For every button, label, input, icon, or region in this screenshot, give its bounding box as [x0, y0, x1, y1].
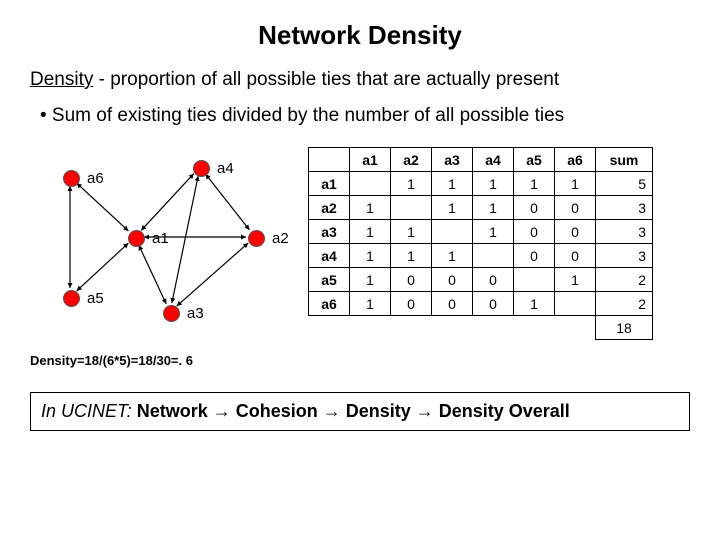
matrix-header: a4	[473, 148, 514, 172]
matrix-row-header: a6	[309, 292, 350, 316]
matrix-cell: 1	[391, 220, 432, 244]
matrix-cell	[514, 268, 555, 292]
matrix-cell: 0	[555, 220, 596, 244]
matrix-row-header: a1	[309, 172, 350, 196]
matrix-cell: 0	[432, 292, 473, 316]
adjacency-matrix: a1a2a3a4a5a6suma1111115a2111003a3111003a…	[308, 147, 653, 340]
matrix-cell: 1	[391, 244, 432, 268]
network-graph: a6 a4 a1 a2 a5 a3	[30, 147, 290, 347]
node-label-a2: a2	[272, 230, 289, 247]
matrix-header	[309, 148, 350, 172]
matrix-cell	[432, 220, 473, 244]
matrix-cell: 1	[555, 172, 596, 196]
node-a2	[248, 230, 265, 247]
matrix-cell	[391, 196, 432, 220]
node-a4	[193, 160, 210, 177]
node-label-a3: a3	[187, 305, 204, 322]
matrix-cell: 1	[350, 220, 391, 244]
matrix-cell: 0	[473, 292, 514, 316]
node-label-a5: a5	[87, 290, 104, 307]
matrix-cell: 1	[350, 244, 391, 268]
matrix-cell: 1	[432, 244, 473, 268]
node-a3	[163, 305, 180, 322]
matrix-cell: 1	[350, 268, 391, 292]
matrix-row-header: a2	[309, 196, 350, 220]
definition-term: Density	[30, 69, 93, 90]
node-a1	[128, 230, 145, 247]
graph-column: a6 a4 a1 a2 a5 a3 Density=18/(6*5)=18/30=. 6	[30, 147, 290, 368]
matrix-cell: 0	[514, 196, 555, 220]
matrix-row-header: a4	[309, 244, 350, 268]
matrix-cell	[555, 292, 596, 316]
matrix-cell: 1	[473, 196, 514, 220]
matrix-cell: 3	[596, 196, 653, 220]
matrix-row-header: a3	[309, 220, 350, 244]
matrix-header: a3	[432, 148, 473, 172]
ucinet-box: In UCINET: Network → Cohesion → Density …	[30, 392, 690, 431]
matrix-row-header: a5	[309, 268, 350, 292]
matrix-cell	[350, 172, 391, 196]
matrix-cell: 1	[391, 172, 432, 196]
matrix-cell: 2	[596, 268, 653, 292]
matrix-header: a1	[350, 148, 391, 172]
ucinet-path: Network → Cohesion → Density → Density O…	[137, 401, 570, 421]
matrix-cell: 5	[596, 172, 653, 196]
density-formula: Density=18/(6*5)=18/30=. 6	[30, 353, 290, 368]
content-row: a6a4a1a2a5a3 Density=18/(6*5)=18/30=. 6 …	[30, 147, 690, 368]
matrix-cell: 1	[473, 220, 514, 244]
matrix-cell: 0	[514, 220, 555, 244]
matrix-cell: 0	[473, 268, 514, 292]
matrix-cell: 0	[555, 244, 596, 268]
page-title: Network Density	[30, 20, 690, 51]
matrix-cell: 1	[473, 172, 514, 196]
matrix-cell: 1	[350, 196, 391, 220]
matrix-cell: 0	[391, 292, 432, 316]
definition-rest: - proportion of all possible ties that a…	[93, 69, 559, 90]
node-label-a1: a1	[152, 230, 169, 247]
matrix-cell: 1	[514, 172, 555, 196]
matrix-cell: 1	[432, 172, 473, 196]
matrix-cell: 0	[555, 196, 596, 220]
matrix-cell: 0	[391, 268, 432, 292]
matrix-cell: 1	[555, 268, 596, 292]
matrix-cell: 1	[350, 292, 391, 316]
node-label-a4: a4	[217, 160, 234, 177]
matrix-header: sum	[596, 148, 653, 172]
bullet-line: • Sum of existing ties divided by the nu…	[30, 105, 690, 127]
node-a5	[63, 290, 80, 307]
matrix-header: a5	[514, 148, 555, 172]
matrix-cell: 1	[432, 196, 473, 220]
ucinet-lead: In UCINET:	[41, 401, 132, 421]
definition-line: Density - proportion of all possible tie…	[30, 69, 690, 91]
node-label-a6: a6	[87, 170, 104, 187]
matrix-cell: 3	[596, 244, 653, 268]
node-a6	[63, 170, 80, 187]
matrix-header: a6	[555, 148, 596, 172]
matrix-cell: 0	[432, 268, 473, 292]
matrix-cell: 1	[514, 292, 555, 316]
matrix-cell	[473, 244, 514, 268]
matrix-cell: 3	[596, 220, 653, 244]
matrix-cell: 2	[596, 292, 653, 316]
matrix-cell: 0	[514, 244, 555, 268]
matrix-header: a2	[391, 148, 432, 172]
matrix-total: 18	[596, 316, 653, 340]
